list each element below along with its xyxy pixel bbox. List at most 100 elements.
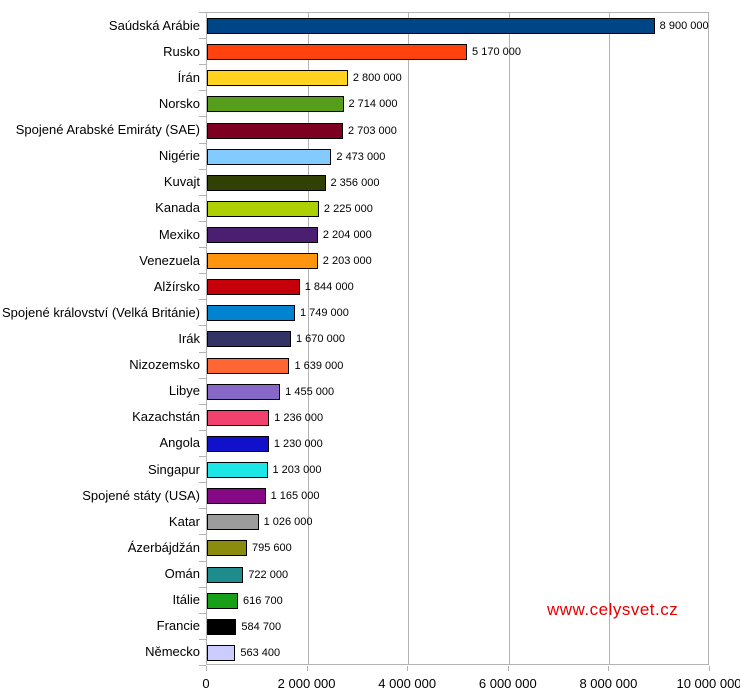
bar-19 xyxy=(207,488,266,505)
category-label: Saúdská Arábie xyxy=(108,17,200,33)
bar-24 xyxy=(207,618,237,635)
value-label: 2 204 000 xyxy=(322,229,372,241)
category-label: Spojené státy (USA) xyxy=(82,487,200,503)
bar-row: 2 800 000 xyxy=(207,65,708,91)
bar-row: 1 670 000 xyxy=(207,326,708,352)
y-axis-tick xyxy=(199,299,206,301)
value-label: 795 600 xyxy=(252,542,292,555)
y-axis-tick xyxy=(199,456,206,458)
category-label: Mexiko xyxy=(158,226,200,242)
bar-row: 2 473 000 xyxy=(207,144,708,170)
bar-row: 1 455 000 xyxy=(207,379,708,405)
value-label: 1 844 000 xyxy=(304,281,354,294)
y-axis-tick xyxy=(199,612,206,614)
category-label: Irák xyxy=(178,331,200,346)
bar-22 xyxy=(207,566,244,583)
category-label: Rusko xyxy=(163,43,200,59)
y-axis-tick xyxy=(199,90,206,92)
y-axis-tick xyxy=(199,377,206,379)
gridline xyxy=(408,13,410,664)
bar-23 xyxy=(207,592,239,609)
category-label: Kazachstán xyxy=(132,409,200,425)
bar-6 xyxy=(207,148,332,165)
category-label: Angola xyxy=(159,435,200,451)
value-label: 1 455 000 xyxy=(285,385,335,398)
bar-row: 1 844 000 xyxy=(207,274,708,300)
watermark-link[interactable]: www.celysvet.cz xyxy=(547,600,679,619)
bar-5 xyxy=(207,122,343,139)
value-label: 1 203 000 xyxy=(272,464,322,477)
category-label: Omán xyxy=(164,566,200,582)
category-label: Francie xyxy=(156,618,200,634)
y-axis-tick xyxy=(199,429,206,431)
value-label: 1 639 000 xyxy=(294,359,344,372)
value-label: 1 670 000 xyxy=(296,333,345,346)
bar-14 xyxy=(207,357,290,374)
value-label: 5 170 000 xyxy=(472,46,521,59)
value-label: 1 026 000 xyxy=(263,516,313,529)
bar-13 xyxy=(207,331,291,348)
category-label: Ázerbájdžán xyxy=(127,539,200,555)
bar-18 xyxy=(207,462,268,479)
bar-25 xyxy=(207,644,236,661)
category-label: Nizozemsko xyxy=(129,357,200,373)
bar-row: 1 639 000 xyxy=(207,353,708,379)
x-axis-tick xyxy=(306,666,308,671)
bar-row: 2 703 000 xyxy=(207,117,708,143)
y-axis-tick xyxy=(199,168,206,170)
y-axis-tick xyxy=(199,220,206,222)
bar-row: 1 236 000 xyxy=(207,405,708,431)
bar-row: 1 165 000 xyxy=(207,483,708,509)
bar-row: 795 600 xyxy=(207,535,708,561)
y-axis-tick xyxy=(199,665,206,666)
bar-7 xyxy=(207,174,326,191)
x-axis-tick xyxy=(507,666,509,671)
value-label: 1 165 000 xyxy=(270,490,320,503)
y-axis-tick xyxy=(199,38,206,40)
category-label: Kanada xyxy=(155,200,200,216)
bar-row: 2 356 000 xyxy=(207,170,708,196)
bar-4 xyxy=(207,96,344,113)
x-axis-tick-label: 0 xyxy=(202,676,210,691)
category-label: Singapur xyxy=(147,461,200,477)
bar-12 xyxy=(207,305,295,322)
category-label: Nigérie xyxy=(158,148,200,164)
bar-row: 1 230 000 xyxy=(207,431,708,457)
bar-row: 563 400 xyxy=(207,640,708,666)
value-label: 1 230 000 xyxy=(273,437,323,450)
value-label: 2 203 000 xyxy=(322,255,372,268)
y-axis-tick xyxy=(199,116,206,118)
bar-21 xyxy=(207,540,248,557)
bar-8 xyxy=(207,200,319,217)
bar-3 xyxy=(207,70,348,87)
y-axis-tick xyxy=(199,325,206,327)
bar-row: 8 900 000 xyxy=(207,13,709,39)
x-axis-tick xyxy=(709,666,710,671)
y-axis-tick xyxy=(199,64,206,66)
x-axis-tick-label: 6 000 000 xyxy=(478,676,537,691)
y-axis-tick xyxy=(199,351,206,353)
value-label: 1 749 000 xyxy=(299,307,349,320)
value-label: 8 900 000 xyxy=(659,20,709,33)
y-axis-tick xyxy=(199,247,206,249)
bar-row: 2 203 000 xyxy=(207,248,708,274)
bar-row: 722 000 xyxy=(207,562,708,588)
category-label: Venezuela xyxy=(139,252,200,268)
bar-row: 1 749 000 xyxy=(207,300,708,326)
y-axis-tick xyxy=(199,273,206,275)
y-axis-tick xyxy=(199,508,206,510)
value-label: 2 800 000 xyxy=(352,72,402,85)
category-label: Spojené Arabské Emiráty (SAE) xyxy=(15,122,200,138)
value-label: 2 703 000 xyxy=(347,124,397,137)
plot-area: 8 900 000 5 170 000 2 800 000 2 714 000 2 70… xyxy=(206,12,709,665)
value-label: 584 700 xyxy=(241,620,282,633)
x-axis-tick xyxy=(608,666,610,671)
bar-11 xyxy=(207,279,300,296)
category-label: Libye xyxy=(168,383,200,399)
bar-20 xyxy=(207,514,259,531)
bar-row: 2 225 000 xyxy=(207,196,708,222)
value-label: 616 700 xyxy=(243,594,283,607)
bar-row: 2 714 000 xyxy=(207,91,708,117)
y-axis-tick xyxy=(199,560,206,562)
